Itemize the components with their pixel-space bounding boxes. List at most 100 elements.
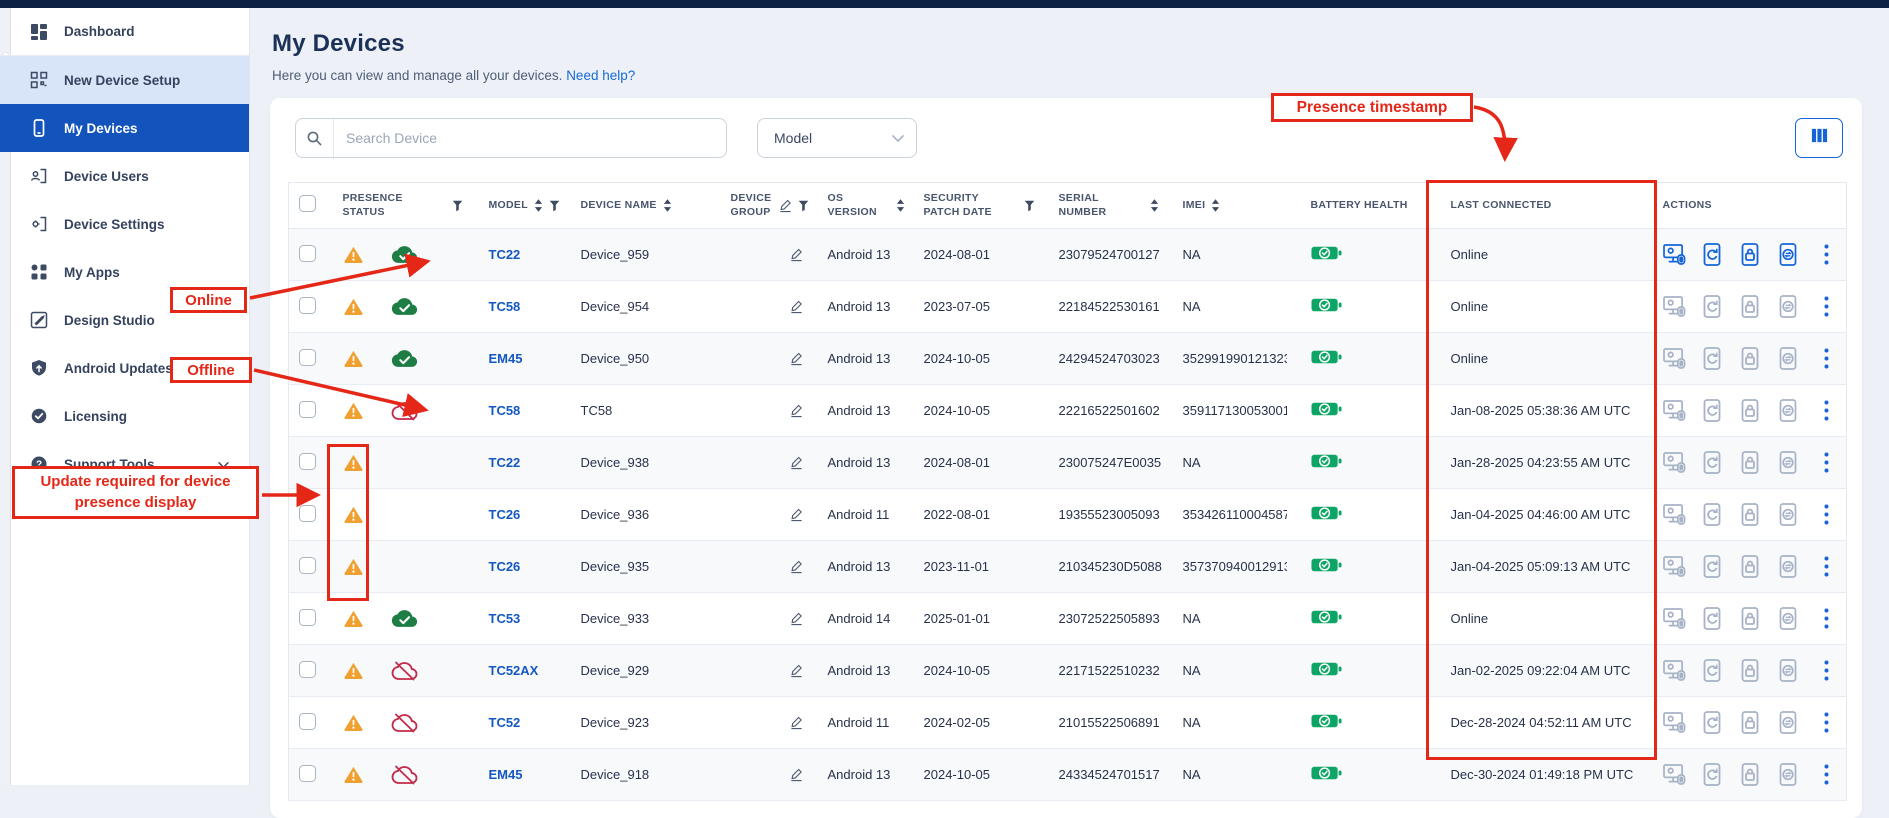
- reboot-device-icon[interactable]: [1701, 555, 1724, 578]
- sort-icon[interactable]: [1150, 198, 1159, 213]
- more-options-icon[interactable]: [1815, 451, 1838, 474]
- more-options-icon[interactable]: [1815, 243, 1838, 266]
- model-link[interactable]: TC58: [488, 403, 521, 418]
- edit-pencil-icon[interactable]: [790, 664, 803, 678]
- more-options-icon[interactable]: [1815, 399, 1838, 422]
- sort-icon[interactable]: [663, 198, 672, 213]
- reboot-device-icon[interactable]: [1701, 763, 1724, 786]
- row-checkbox[interactable]: [299, 660, 316, 678]
- sort-icon[interactable]: [896, 198, 905, 213]
- remote-access-icon[interactable]: [1662, 503, 1686, 526]
- edit-pencil-icon[interactable]: [790, 508, 803, 522]
- remote-access-icon[interactable]: [1662, 347, 1686, 370]
- filter-funnel-icon[interactable]: [798, 200, 809, 212]
- remote-access-icon[interactable]: [1662, 607, 1686, 630]
- model-link[interactable]: TC22: [488, 247, 521, 262]
- sidebar-item-my-devices[interactable]: My Devices: [0, 104, 249, 152]
- remote-access-icon[interactable]: [1662, 555, 1686, 578]
- model-link[interactable]: TC58: [488, 299, 521, 314]
- row-checkbox[interactable]: [299, 608, 316, 626]
- edit-pencil-icon[interactable]: [790, 248, 803, 262]
- sidebar-item-my-apps[interactable]: My Apps: [0, 248, 249, 296]
- lock-device-icon[interactable]: [1739, 555, 1762, 578]
- lock-device-icon[interactable]: [1739, 607, 1762, 630]
- reboot-device-icon[interactable]: [1701, 711, 1724, 734]
- push-sync-icon[interactable]: [1777, 503, 1800, 526]
- sidebar-item-android-updates[interactable]: Android Updates: [0, 344, 249, 392]
- row-checkbox[interactable]: [299, 452, 316, 470]
- model-link[interactable]: EM45: [488, 767, 523, 782]
- push-sync-icon[interactable]: [1777, 763, 1800, 786]
- push-sync-icon[interactable]: [1777, 555, 1800, 578]
- row-checkbox[interactable]: [299, 244, 316, 262]
- lock-device-icon[interactable]: [1739, 243, 1762, 266]
- sidebar-item-dashboard[interactable]: Dashboard: [0, 8, 249, 56]
- reboot-device-icon[interactable]: [1701, 607, 1724, 630]
- lock-device-icon[interactable]: [1739, 347, 1762, 370]
- remote-access-icon[interactable]: [1662, 763, 1686, 786]
- remote-access-icon[interactable]: [1662, 295, 1686, 318]
- row-checkbox[interactable]: [299, 764, 316, 782]
- lock-device-icon[interactable]: [1739, 659, 1762, 682]
- push-sync-icon[interactable]: [1777, 399, 1800, 422]
- edit-pencil-icon[interactable]: [790, 456, 803, 470]
- remote-access-icon[interactable]: [1662, 399, 1686, 422]
- sidebar-item-device-settings[interactable]: Device Settings: [0, 200, 249, 248]
- sidebar-item-device-users[interactable]: Device Users: [0, 152, 249, 200]
- remote-access-icon[interactable]: [1662, 451, 1686, 474]
- row-checkbox[interactable]: [299, 296, 316, 314]
- row-checkbox[interactable]: [299, 556, 316, 574]
- edit-pencil-icon[interactable]: [779, 199, 792, 213]
- edit-pencil-icon[interactable]: [790, 768, 803, 782]
- row-checkbox[interactable]: [299, 712, 316, 730]
- sidebar-item-new-device-setup[interactable]: New Device Setup: [0, 56, 249, 104]
- sort-icon[interactable]: [534, 198, 543, 213]
- sort-icon[interactable]: [1211, 198, 1220, 213]
- edit-pencil-icon[interactable]: [790, 716, 803, 730]
- edit-pencil-icon[interactable]: [790, 300, 803, 314]
- reboot-device-icon[interactable]: [1701, 399, 1724, 422]
- more-options-icon[interactable]: [1815, 555, 1838, 578]
- reboot-device-icon[interactable]: [1701, 659, 1724, 682]
- edit-pencil-icon[interactable]: [790, 612, 803, 626]
- reboot-device-icon[interactable]: [1701, 243, 1724, 266]
- sidebar-item-licensing[interactable]: Licensing: [0, 392, 249, 440]
- more-options-icon[interactable]: [1815, 763, 1838, 786]
- row-checkbox[interactable]: [299, 504, 316, 522]
- reboot-device-icon[interactable]: [1701, 503, 1724, 526]
- edit-pencil-icon[interactable]: [790, 560, 803, 574]
- filter-funnel-icon[interactable]: [452, 200, 463, 212]
- model-link[interactable]: TC52: [488, 715, 521, 730]
- remote-access-icon[interactable]: [1662, 659, 1686, 682]
- reboot-device-icon[interactable]: [1701, 295, 1724, 318]
- push-sync-icon[interactable]: [1777, 295, 1800, 318]
- push-sync-icon[interactable]: [1777, 347, 1800, 370]
- push-sync-icon[interactable]: [1777, 711, 1800, 734]
- sidebar-item-design-studio[interactable]: Design Studio: [0, 296, 249, 344]
- lock-device-icon[interactable]: [1739, 295, 1762, 318]
- push-sync-icon[interactable]: [1777, 659, 1800, 682]
- reboot-device-icon[interactable]: [1701, 347, 1724, 370]
- lock-device-icon[interactable]: [1739, 451, 1762, 474]
- remote-access-icon[interactable]: [1662, 711, 1686, 734]
- filter-funnel-icon[interactable]: [1024, 200, 1035, 212]
- search-input[interactable]: [334, 119, 726, 157]
- select-all-checkbox[interactable]: [299, 194, 316, 212]
- more-options-icon[interactable]: [1815, 607, 1838, 630]
- model-filter-select[interactable]: Model: [757, 118, 917, 158]
- lock-device-icon[interactable]: [1739, 763, 1762, 786]
- model-link[interactable]: TC26: [488, 507, 521, 522]
- row-checkbox[interactable]: [299, 348, 316, 366]
- more-options-icon[interactable]: [1815, 503, 1838, 526]
- column-settings-button[interactable]: [1795, 118, 1843, 158]
- more-options-icon[interactable]: [1815, 347, 1838, 370]
- edit-pencil-icon[interactable]: [790, 352, 803, 366]
- push-sync-icon[interactable]: [1777, 243, 1800, 266]
- model-link[interactable]: EM45: [488, 351, 523, 366]
- model-link[interactable]: TC52AX: [488, 663, 539, 678]
- remote-access-icon[interactable]: [1662, 243, 1686, 266]
- row-checkbox[interactable]: [299, 400, 316, 418]
- model-link[interactable]: TC53: [488, 611, 521, 626]
- more-options-icon[interactable]: [1815, 659, 1838, 682]
- need-help-link[interactable]: Need help?: [566, 68, 636, 83]
